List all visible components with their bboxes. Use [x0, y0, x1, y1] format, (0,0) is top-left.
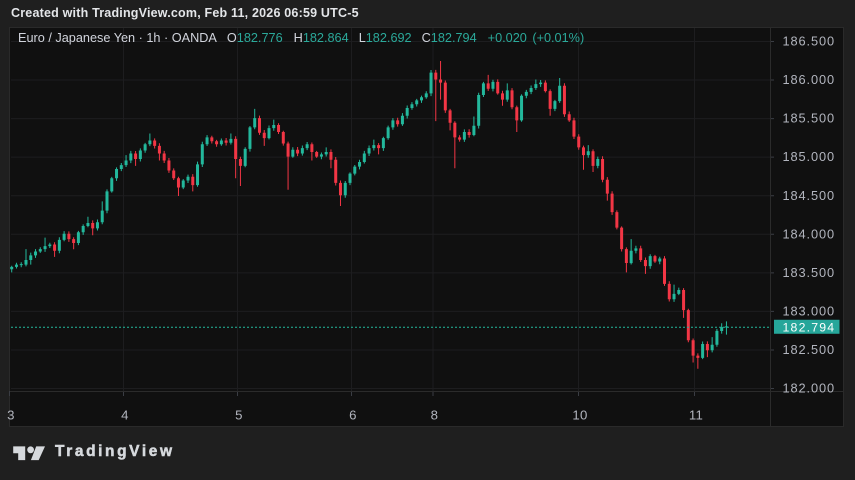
svg-text:185.500: 185.500	[783, 111, 836, 126]
svg-text:182.794: 182.794	[783, 320, 836, 334]
svg-text:3: 3	[7, 408, 15, 423]
svg-text:185.000: 185.000	[783, 149, 836, 164]
svg-text:182.500: 182.500	[783, 342, 836, 357]
svg-text:4: 4	[121, 408, 129, 423]
svg-text:6: 6	[349, 408, 357, 423]
svg-text:10: 10	[572, 408, 587, 423]
svg-text:183.500: 183.500	[783, 265, 836, 280]
svg-text:186.000: 186.000	[783, 72, 836, 87]
svg-text:183.000: 183.000	[783, 303, 836, 318]
svg-text:186.500: 186.500	[783, 34, 836, 49]
svg-text:5: 5	[235, 408, 243, 423]
svg-text:184.500: 184.500	[783, 188, 836, 203]
svg-text:8: 8	[431, 408, 439, 423]
svg-text:184.000: 184.000	[783, 226, 836, 241]
svg-text:182.000: 182.000	[783, 381, 836, 396]
svg-text:11: 11	[689, 408, 703, 423]
